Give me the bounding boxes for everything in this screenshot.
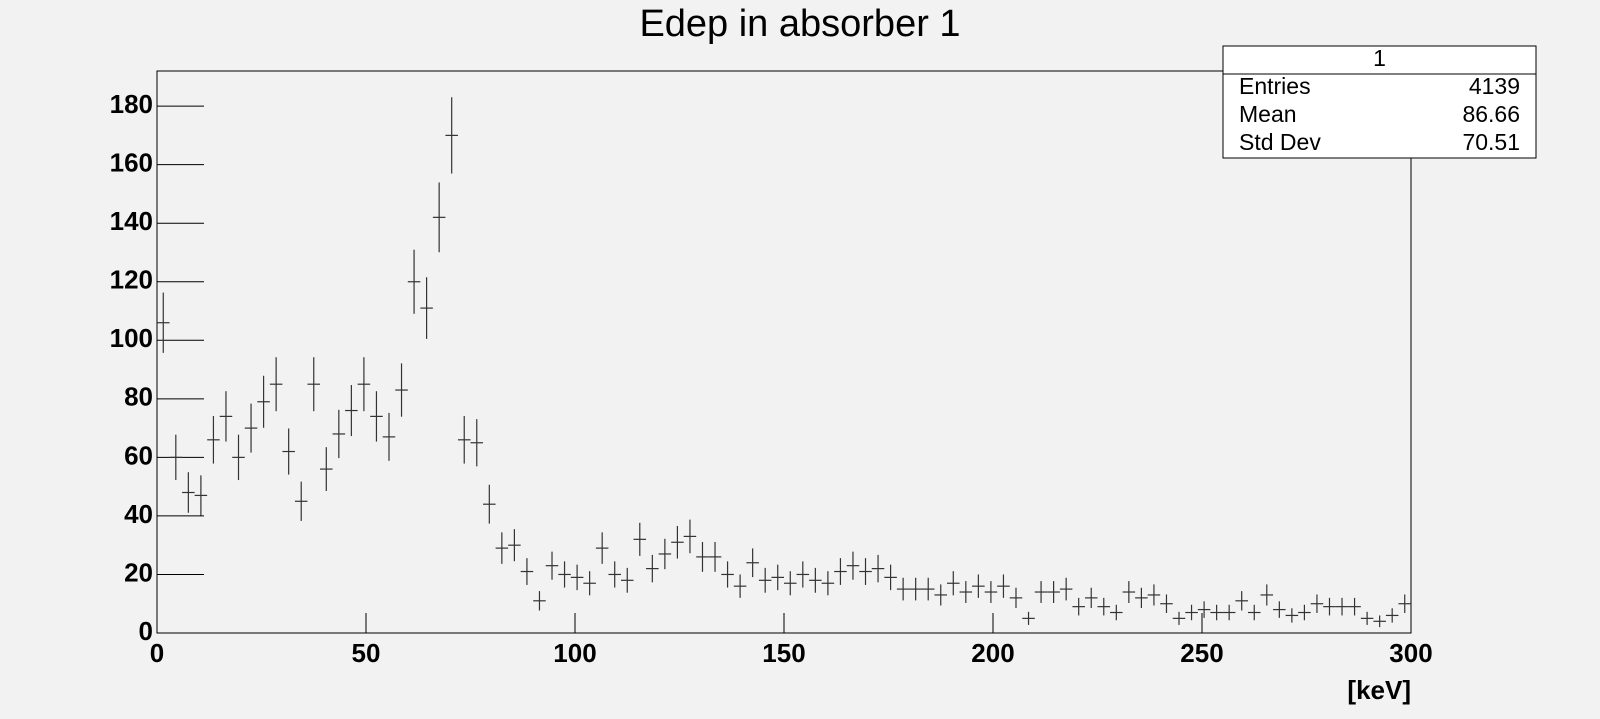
x-tick-label: 0: [150, 638, 164, 668]
stats-value: 70.51: [1462, 129, 1520, 155]
y-tick-label: 20: [124, 557, 153, 587]
y-tick-label: 160: [110, 148, 153, 178]
x-tick-label: 250: [1180, 638, 1223, 668]
stats-title: 1: [1373, 45, 1386, 71]
stats-label: Entries: [1239, 73, 1311, 99]
x-tick-label: 200: [971, 638, 1014, 668]
chart-title: Edep in absorber 1: [639, 3, 960, 45]
y-tick-label: 0: [139, 616, 153, 646]
stats-label: Std Dev: [1239, 129, 1321, 155]
stats-label: Mean: [1239, 101, 1297, 127]
y-tick-label: 140: [110, 206, 153, 236]
y-tick-label: 60: [124, 440, 153, 470]
x-tick-label: 150: [762, 638, 805, 668]
y-tick-label: 80: [124, 382, 153, 412]
stats-value: 86.66: [1462, 101, 1520, 127]
x-tick-label: 300: [1389, 638, 1432, 668]
stats-box: [1222, 45, 1537, 159]
x-tick-label: 100: [553, 638, 596, 668]
y-tick-label: 180: [110, 89, 153, 119]
y-tick-label: 40: [124, 499, 153, 529]
y-tick-label: 100: [110, 323, 153, 353]
y-tick-label: 120: [110, 265, 153, 295]
x-axis-label: [keV]: [1347, 675, 1411, 705]
x-tick-label: 50: [352, 638, 381, 668]
stats-value: 4139: [1469, 73, 1520, 99]
